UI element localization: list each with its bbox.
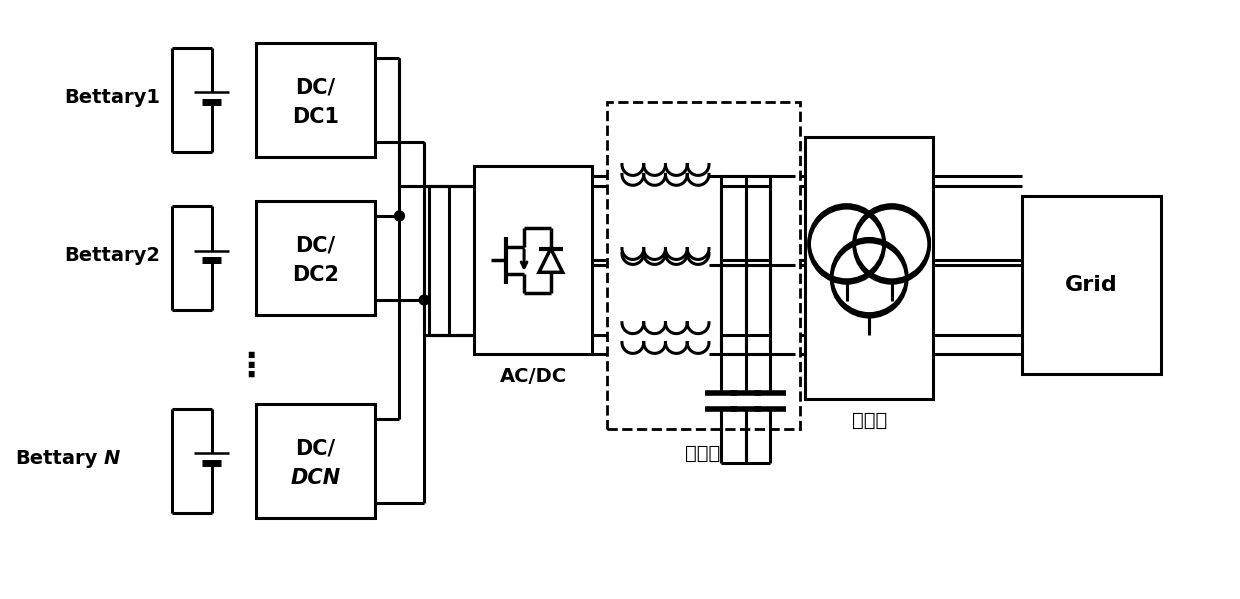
Text: Bettary2: Bettary2 — [64, 246, 161, 265]
Bar — [474, 167, 593, 355]
Text: DC/: DC/ — [295, 235, 336, 256]
Text: 变压器: 变压器 — [852, 411, 887, 430]
Text: 滤波器: 滤波器 — [686, 444, 720, 463]
Bar — [1023, 196, 1161, 374]
Text: AC/DC: AC/DC — [500, 367, 567, 386]
Text: Bettary: Bettary — [16, 449, 98, 468]
Circle shape — [419, 295, 429, 305]
Bar — [257, 201, 374, 315]
Text: DCN: DCN — [290, 468, 341, 488]
Text: ⋮: ⋮ — [234, 350, 268, 383]
Text: N: N — [104, 449, 120, 468]
Text: Grid: Grid — [1065, 275, 1118, 295]
Bar — [805, 137, 934, 399]
Bar — [257, 404, 374, 518]
Circle shape — [394, 211, 404, 221]
Bar — [257, 43, 374, 156]
Text: Bettary1: Bettary1 — [64, 88, 161, 107]
Text: DC/: DC/ — [295, 438, 336, 458]
Text: DC/: DC/ — [295, 77, 336, 98]
Bar — [608, 102, 800, 428]
Text: DC2: DC2 — [291, 265, 339, 285]
Text: DC1: DC1 — [291, 107, 339, 127]
